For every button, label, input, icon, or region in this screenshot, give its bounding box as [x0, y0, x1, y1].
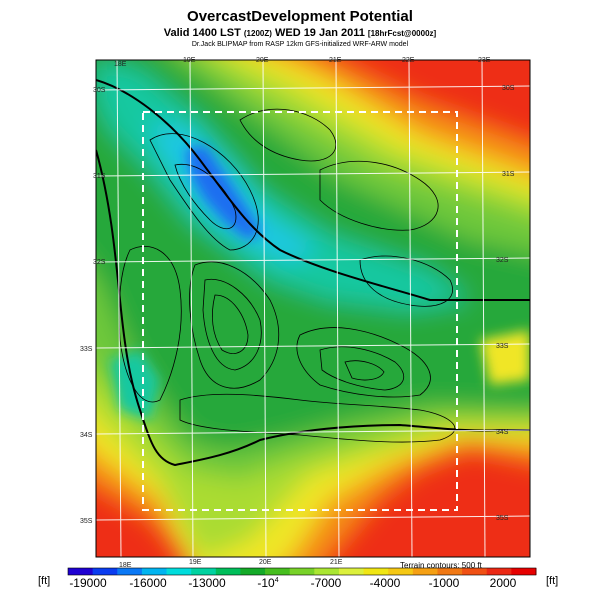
lat-label: 35S — [496, 515, 509, 522]
colorbar-unit-left: [ft] — [38, 575, 51, 587]
colorbar-swatch — [338, 568, 365, 575]
meridian — [116, 60, 122, 557]
parallel — [96, 429, 530, 435]
lat-label: 33S — [496, 343, 509, 350]
colorbar-swatch — [265, 568, 291, 575]
map-title: OvercastDevelopment Potential — [187, 8, 413, 25]
colorbar-swatch — [314, 568, 340, 575]
contour-line — [296, 327, 431, 398]
top-longitude-labels: 18E 19E 20E 21E 22E 23E — [114, 57, 491, 68]
forecast-run: [18hrFcst@0000z] — [367, 29, 437, 38]
colorbar-swatch — [215, 568, 241, 575]
colorbar-swatch — [240, 568, 266, 575]
contour-line — [239, 108, 337, 162]
lon-label: 21E — [330, 559, 343, 566]
coastline-path — [96, 79, 530, 301]
parallel — [96, 515, 530, 521]
colorbar-swatch — [117, 568, 143, 575]
lat-label: 31S — [93, 173, 106, 180]
contour-line — [202, 278, 262, 371]
valid-prefix: Valid 1400 LST — [163, 27, 241, 39]
lat-label: 32S — [93, 259, 106, 266]
meridian — [262, 60, 267, 557]
colorbar-frame — [67, 567, 537, 576]
meridian — [408, 60, 413, 557]
lat-label: 34S — [496, 429, 509, 436]
bottom-longitude-labels: 18E 19E 20E 21E — [119, 559, 343, 569]
lon-label: 22E — [402, 57, 415, 64]
valid-utc: (1200Z) — [243, 29, 272, 38]
lat-label: 30S — [502, 85, 515, 92]
colorbar-tick-label: -4000 — [369, 576, 401, 590]
field-teal-patch — [110, 350, 160, 420]
contour-line — [319, 160, 439, 231]
valid-time-line: Valid 1400 LST (1200Z) WED 19 Jan 2011 [… — [0, 27, 600, 39]
colorbar-swatch — [289, 568, 315, 575]
lat-label: 34S — [80, 432, 93, 439]
colorbar-swatch — [511, 568, 537, 575]
terrain-contours — [118, 108, 455, 443]
lat-label: 32S — [496, 257, 509, 264]
meridian — [189, 60, 194, 557]
lat-label: 35S — [80, 518, 93, 525]
colorbar-swatch — [388, 568, 414, 575]
lon-label: 23E — [478, 57, 491, 64]
colorbar-swatch — [166, 568, 192, 575]
colorbar-swatch — [191, 568, 217, 575]
colorbar-tick-label: -1000 — [428, 576, 460, 590]
latlon-grid — [96, 60, 530, 557]
left-latitude-labels: 30S 31S 32S 33S 34S 35S — [80, 87, 106, 525]
lon-label: 20E — [256, 57, 269, 64]
contour-line — [149, 133, 259, 251]
colorbar-swatch — [486, 568, 512, 575]
map-frame — [95, 59, 531, 558]
lon-label: 20E — [259, 559, 272, 566]
colorbar-tick-label: -16000 — [129, 576, 167, 590]
colorbar-swatch — [363, 568, 389, 575]
inner-domain-box — [142, 111, 458, 511]
colorbar-tick-ten-base: -10 — [257, 576, 275, 590]
lat-label: 30S — [93, 87, 106, 94]
lon-label: 18E — [119, 562, 132, 569]
colorbar-tick-label: -19000 — [69, 576, 107, 590]
contour-line — [189, 261, 280, 389]
contour-line — [319, 346, 405, 391]
colorbar-tick-label: -7000 — [310, 576, 342, 590]
contour-line — [359, 255, 453, 307]
contour-line — [174, 163, 237, 230]
model-credit: Dr.Jack BLIPMAP from RASP 12km GFS-initi… — [191, 41, 409, 48]
terrain-contour-note: Terrain contours: 500 ft — [400, 561, 482, 570]
colorbar-swatch — [437, 568, 463, 575]
colorbar — [67, 567, 537, 576]
colorbar-swatch — [92, 568, 118, 575]
parallel — [96, 85, 530, 91]
colorbar-tick-label-ten: -104 — [257, 576, 278, 590]
lon-label: 21E — [329, 57, 342, 64]
right-latitude-labels: 30S 31S 32S 33S 34S 35S — [496, 85, 515, 522]
field-teal-band — [96, 60, 470, 310]
colorbar-unit-right: [ft] — [546, 575, 559, 587]
colorbar-tick-label: -13000 — [188, 576, 226, 590]
colorbar-tick-label: 2000 — [489, 576, 517, 590]
colorbar-swatch — [462, 568, 488, 575]
contour-line — [344, 360, 385, 381]
colorbar-tick-ten-exponent: 4 — [274, 577, 279, 584]
meridian — [481, 60, 486, 557]
lat-label: 31S — [502, 171, 515, 178]
colorbar-swatch — [412, 568, 438, 575]
colorbar-swatch — [68, 568, 94, 575]
lon-label: 19E — [189, 559, 202, 566]
lon-label: 18E — [114, 61, 127, 68]
colorbar-swatch — [141, 568, 168, 575]
overcast-field — [96, 60, 530, 557]
contour-line — [179, 393, 455, 443]
valid-date: WED 19 Jan 2011 — [274, 27, 365, 39]
meridian — [335, 60, 340, 557]
contour-line — [211, 294, 249, 354]
lon-label: 19E — [183, 57, 196, 64]
lat-label: 33S — [80, 346, 93, 353]
